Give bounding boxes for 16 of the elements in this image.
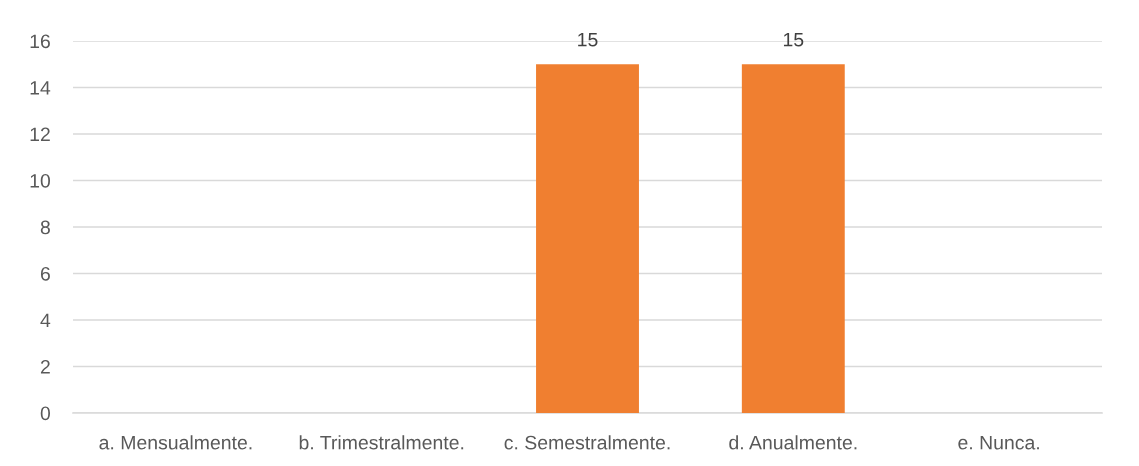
y-tick-label: 16 [30,34,50,49]
data-label: 15 [578,32,598,47]
x-tick-label: d. Anualmente. [729,435,857,450]
y-tick-label: 6 [40,266,50,281]
y-tick-label: 4 [40,313,51,328]
y-tick-label: 2 [40,359,50,374]
y-tick-label: 0 [40,406,51,421]
y-tick-label: 10 [30,173,51,188]
x-tick-label: b. Trimestralmente. [299,435,464,450]
x-tick-label: c. Semestralmente. [504,435,670,450]
y-tick-label: 8 [40,220,50,235]
data-label: 15 [783,32,804,47]
x-tick-label: e. Nunca. [958,435,1039,450]
y-tick-label: 12 [30,127,50,142]
y-tick-label: 14 [30,81,51,95]
x-tick-label: a. Mensualmente. [99,435,252,450]
